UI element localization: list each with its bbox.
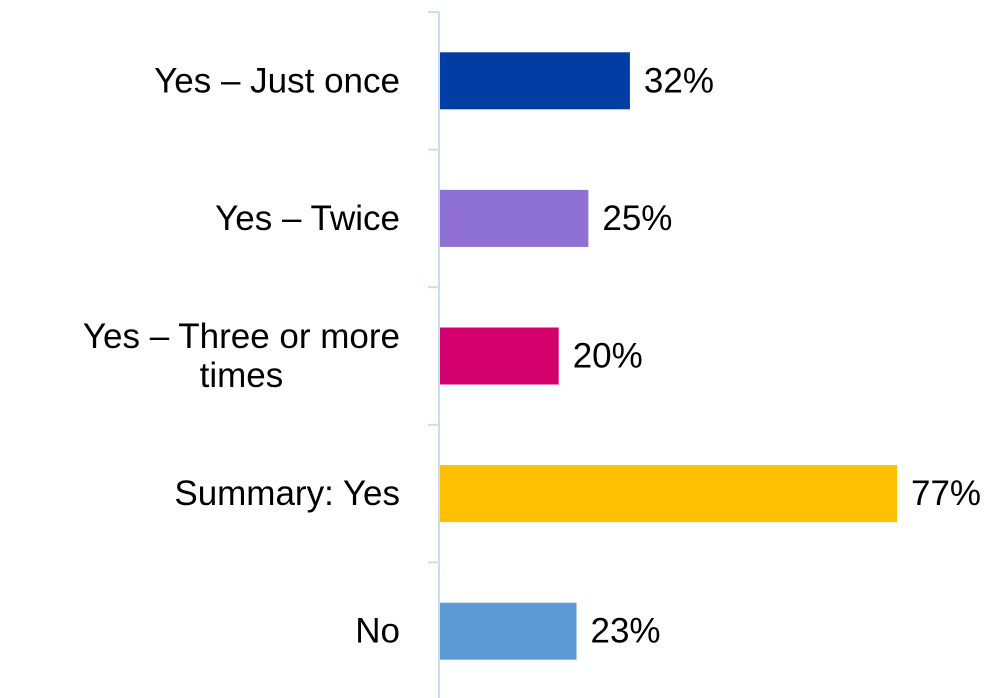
value-label: 77% <box>911 474 981 513</box>
bar <box>440 52 630 110</box>
value-label: 32% <box>644 61 714 100</box>
category-label: Yes – Three or more times <box>83 317 400 395</box>
bar <box>440 602 577 660</box>
bar <box>440 465 897 523</box>
category-axis <box>428 11 440 698</box>
value-labels: 32% 25% 20% 77% 23% <box>573 61 981 650</box>
value-label: 23% <box>591 612 661 651</box>
bars <box>440 52 897 660</box>
value-label: 20% <box>573 337 643 376</box>
category-labels: Yes – Just once Yes – Twice Yes – Three or… <box>83 61 400 650</box>
value-label: 25% <box>602 199 672 238</box>
category-label: Yes – Just once <box>154 61 400 100</box>
category-label: Summary: Yes <box>174 474 400 513</box>
category-label: No <box>355 612 400 651</box>
category-label: Yes – Twice <box>215 199 400 238</box>
bar <box>440 327 559 385</box>
bar <box>440 189 589 247</box>
